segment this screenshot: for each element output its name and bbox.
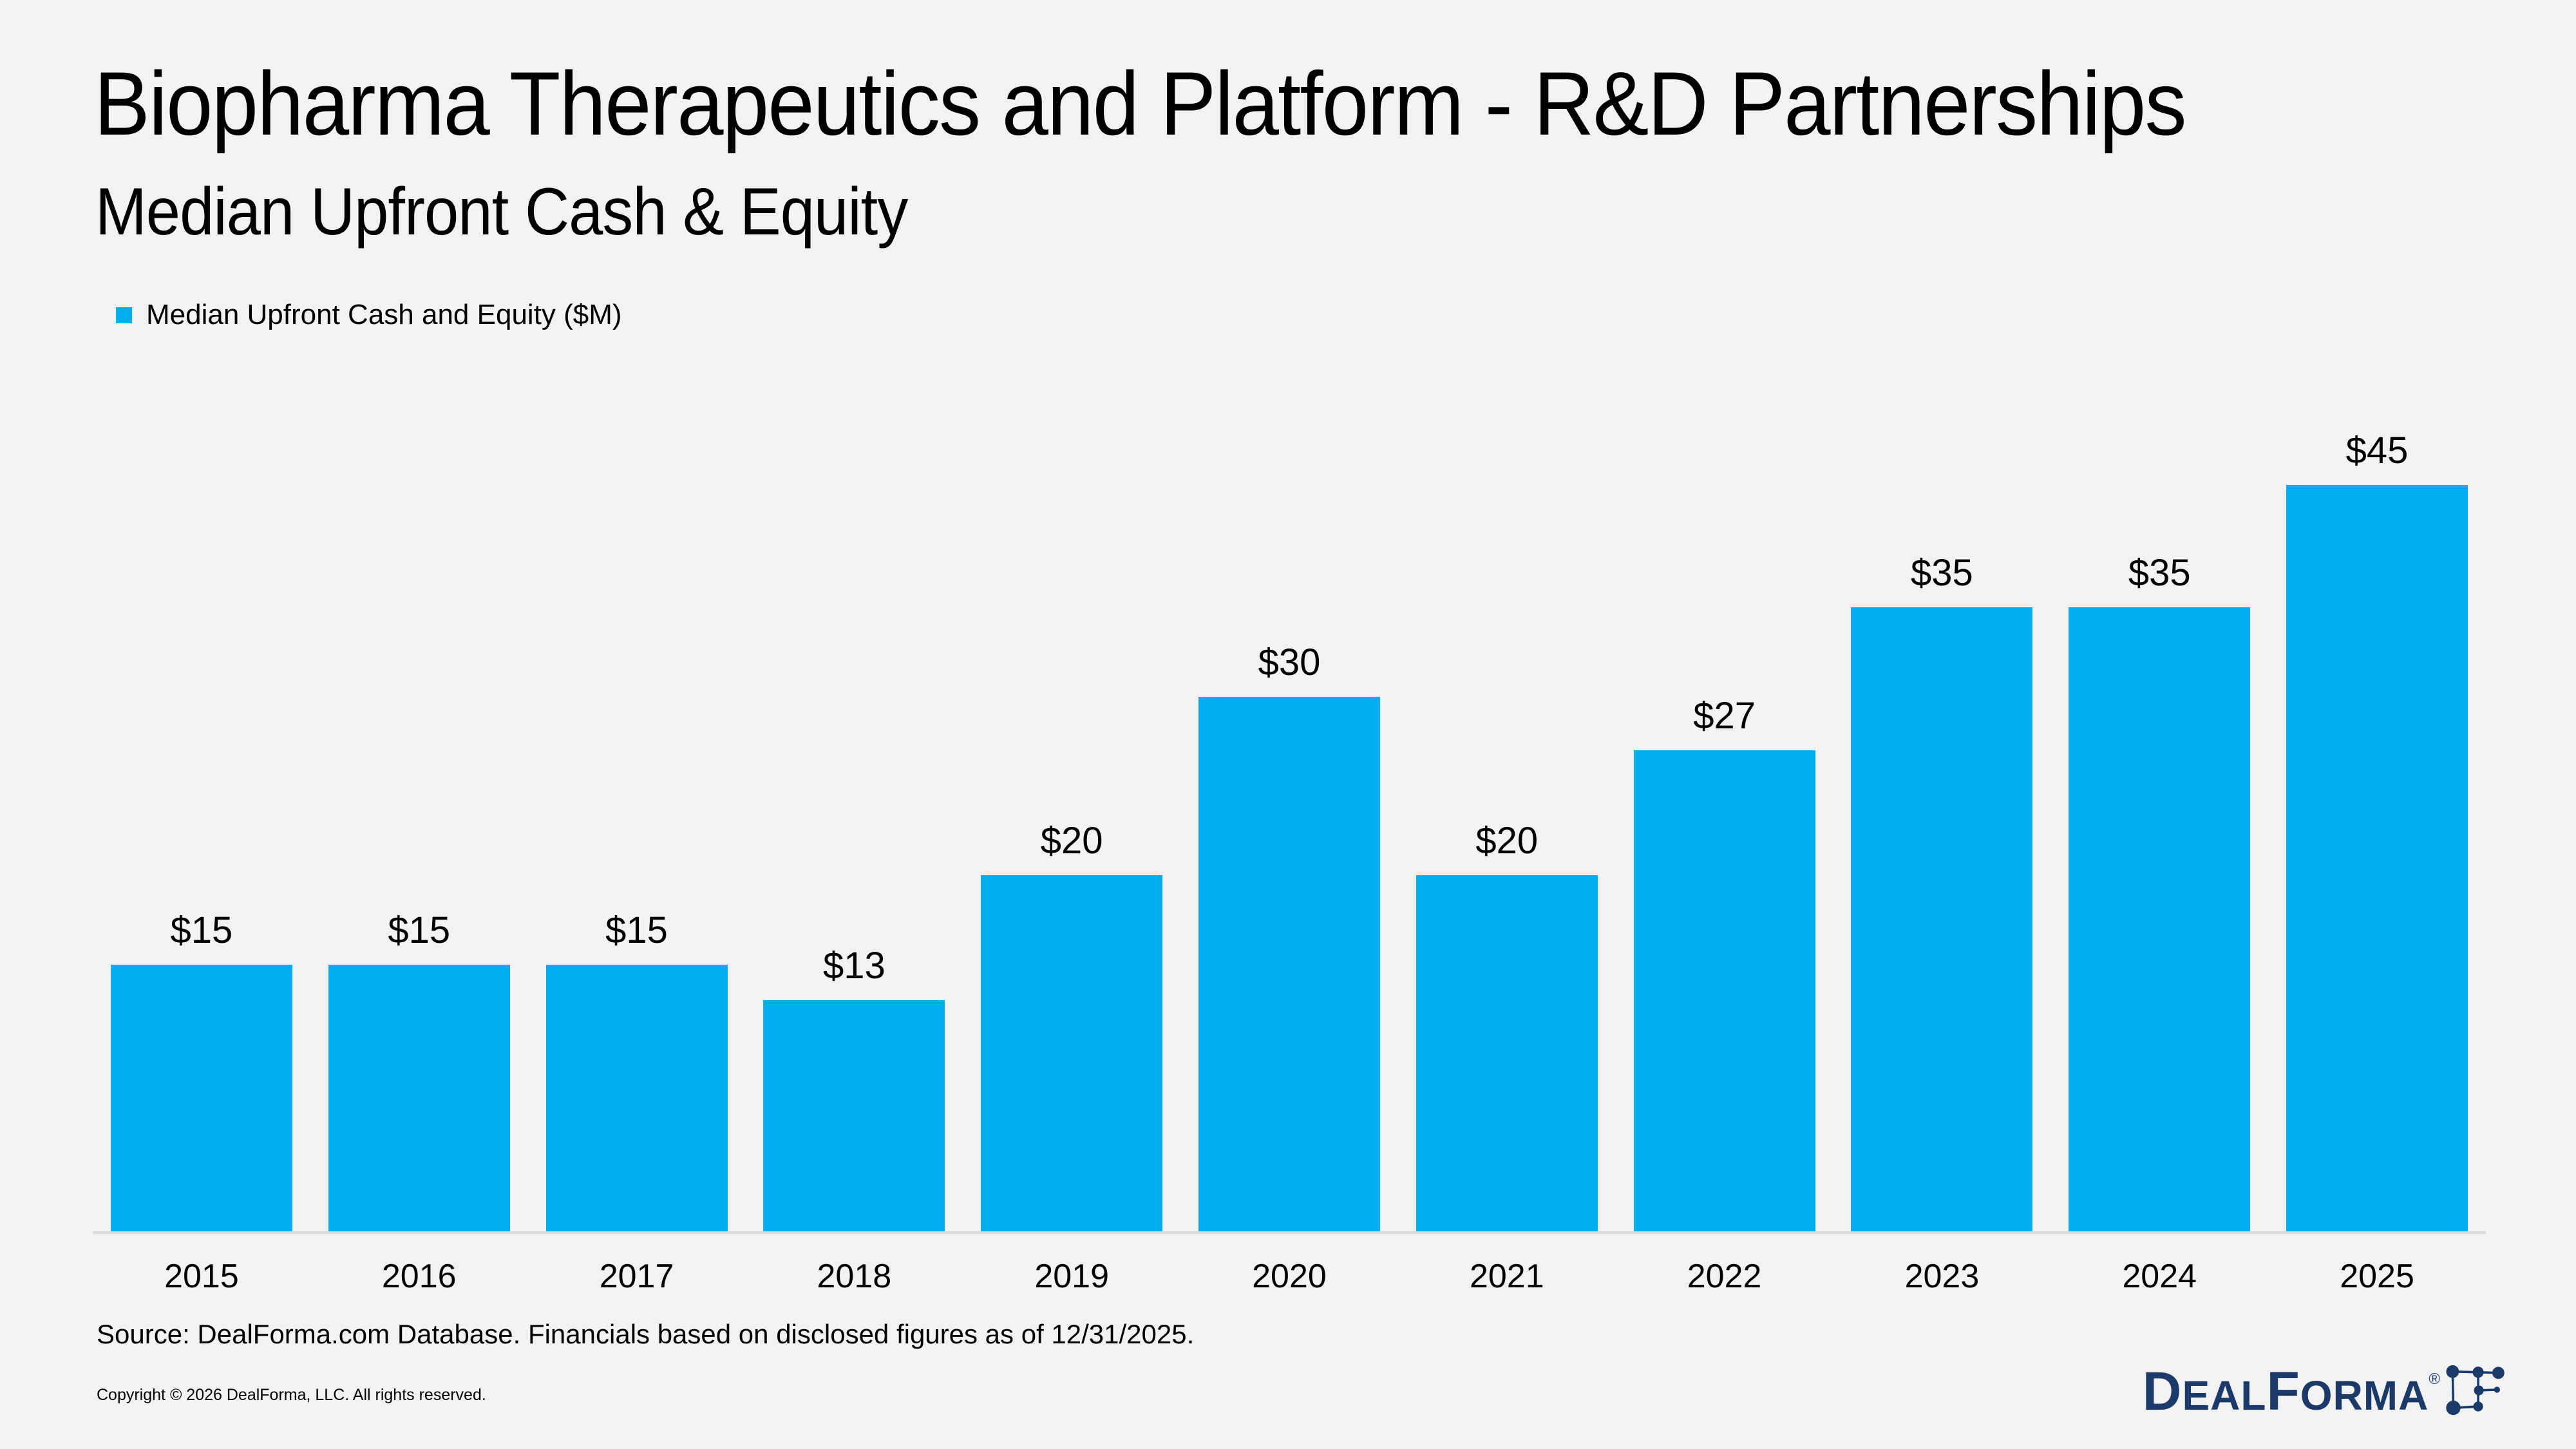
x-axis-tick-label: 2019	[1034, 1258, 1109, 1295]
x-axis-tick-label: 2025	[2340, 1258, 2414, 1295]
bar-column: $15 2016	[310, 429, 528, 1295]
bar-value-label: $30	[1258, 641, 1321, 683]
bar-value-label: $27	[1693, 695, 1756, 737]
dealforma-logo: D EAL F ORMA ®	[2143, 1359, 2508, 1423]
bar-value-label: $35	[2128, 552, 2191, 594]
source-note: Source: DealForma.com Database. Financia…	[97, 1319, 1195, 1349]
legend-swatch	[116, 307, 132, 323]
bar	[1633, 750, 1815, 1233]
bar-column: $27 2022	[1616, 429, 1833, 1295]
bar	[763, 1000, 945, 1233]
bar-value-label: $45	[2345, 430, 2409, 471]
x-axis-tick-label: 2016	[381, 1258, 457, 1295]
logo-letters-eal: EAL	[2182, 1372, 2267, 1419]
bar-column: $20 2019	[963, 429, 1180, 1295]
bar	[110, 965, 292, 1233]
bar-column: $30 2020	[1180, 429, 1398, 1295]
bar	[1851, 607, 2033, 1233]
logo-letters-orma: ORMA	[2300, 1372, 2429, 1419]
bar-value-label: $20	[1475, 820, 1539, 862]
bar	[1416, 875, 1598, 1233]
bar	[328, 965, 510, 1233]
plot-area: $15 2015 $15 2016 $15 2017 $13 2018 $20 2019 $30 20…	[93, 429, 2486, 1295]
bar	[2286, 485, 2468, 1233]
bar-column: $15 2015	[93, 429, 310, 1295]
bar-value-label: $15	[388, 909, 451, 951]
x-axis-line	[93, 1231, 2486, 1234]
bar	[545, 965, 728, 1233]
registered-trademark-icon: ®	[2429, 1370, 2441, 1388]
bar-value-label: $20	[1040, 820, 1103, 862]
x-axis-tick-label: 2015	[164, 1258, 239, 1295]
legend-label: Median Upfront Cash and Equity ($M)	[146, 299, 622, 330]
x-axis-tick-label: 2020	[1252, 1258, 1327, 1295]
chart-subtitle: Median Upfront Cash & Equity	[95, 175, 908, 249]
bar-value-label: $13	[822, 945, 886, 987]
x-axis-tick-label: 2022	[1687, 1258, 1762, 1295]
x-axis-tick-label: 2023	[1904, 1258, 1980, 1295]
bar-column: $13 2018	[745, 429, 963, 1295]
x-axis-tick-label: 2018	[817, 1258, 892, 1295]
logo-letter-f: F	[2266, 1361, 2300, 1421]
legend: Median Upfront Cash and Equity ($M)	[116, 299, 622, 331]
logo-network-icon	[2446, 1365, 2505, 1416]
bar-column: $35 2023	[1833, 429, 2051, 1295]
logo-wordmark: D EAL F ORMA ®	[2143, 1364, 2441, 1418]
bar-column: $15 2017	[528, 429, 746, 1295]
bar-column: $20 2021	[1398, 429, 1616, 1295]
bar-column: $35 2024	[2050, 429, 2268, 1295]
bar-column: $45 2025	[2268, 429, 2486, 1295]
x-axis-tick-label: 2021	[1469, 1258, 1544, 1295]
x-axis-tick-label: 2024	[2122, 1258, 2197, 1295]
chart-title: Biopharma Therapeutics and Platform - R&…	[94, 53, 2187, 154]
bar	[981, 875, 1163, 1233]
bar	[1198, 697, 1380, 1233]
bar	[2069, 607, 2251, 1233]
bar-value-label: $35	[1911, 552, 1973, 594]
x-axis-tick-label: 2017	[599, 1258, 674, 1295]
bar-value-label: $15	[170, 909, 233, 951]
logo-letter-d: D	[2142, 1361, 2183, 1421]
copyright-note: Copyright © 2026 DealForma, LLC. All rig…	[97, 1386, 486, 1404]
bar-value-label: $15	[605, 909, 668, 951]
